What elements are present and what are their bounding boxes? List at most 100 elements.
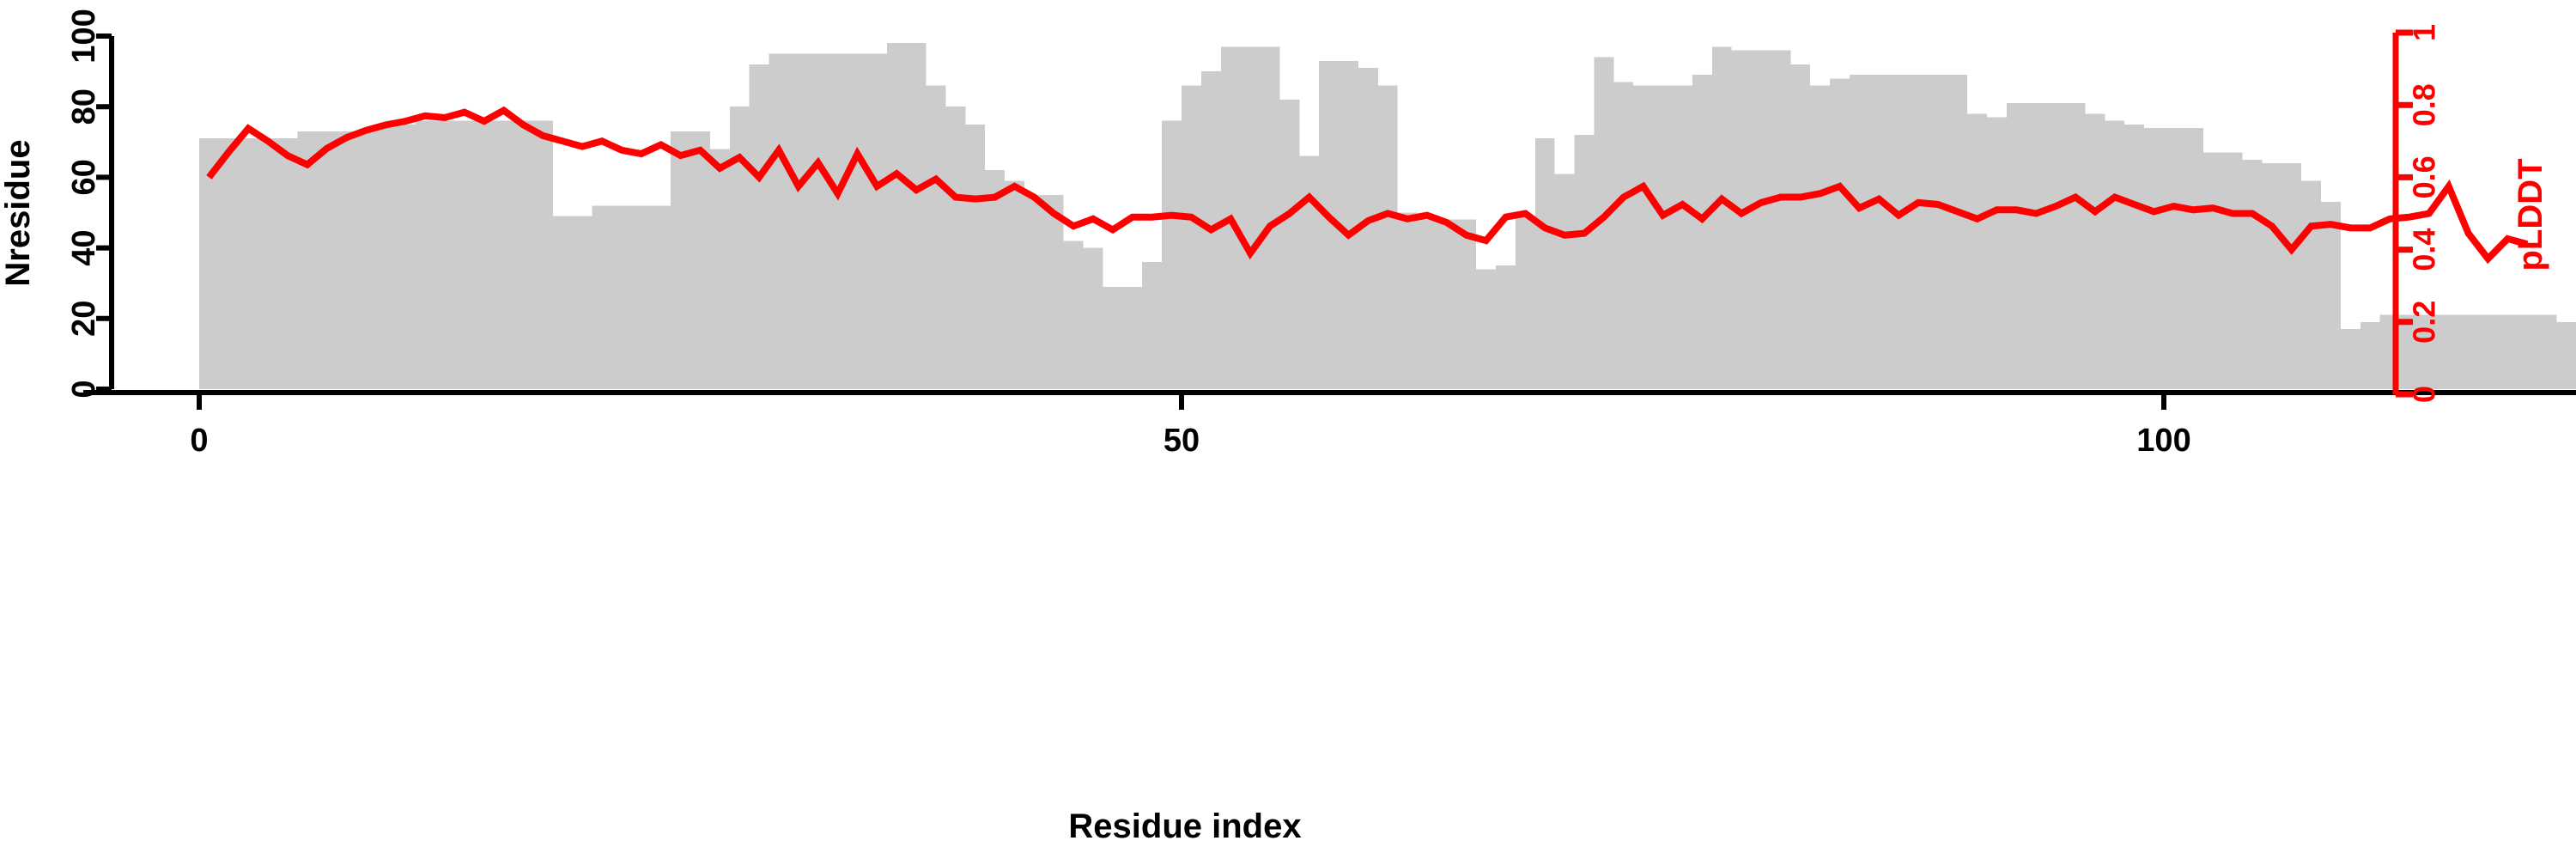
bar (1731, 50, 1752, 389)
bar (945, 107, 966, 389)
bar (611, 205, 632, 389)
bar (1771, 50, 1791, 389)
bar (1103, 286, 1123, 389)
bar (2340, 329, 2360, 389)
bar (2458, 314, 2479, 389)
bar (1063, 241, 1084, 389)
right-axis: 0 0.2 0.4 0.6 0.8 1 (2392, 24, 2442, 403)
bar (2321, 202, 2341, 389)
bar (1692, 75, 1712, 390)
right-axis-label: pLDDT (2512, 158, 2549, 271)
bar (631, 205, 652, 389)
right-axis-tick-label: 0.4 (2407, 228, 2442, 271)
bar (2439, 314, 2459, 389)
bar (1653, 85, 1673, 389)
bar (866, 53, 887, 390)
bar (474, 120, 495, 389)
bar (199, 138, 219, 389)
bar (828, 53, 848, 390)
bar (2026, 103, 2046, 389)
bar (434, 120, 455, 389)
x-axis-label: Residue index (1068, 807, 1301, 845)
bar (513, 120, 533, 389)
bar (1947, 75, 1968, 390)
bar (1024, 194, 1044, 389)
bar (926, 85, 946, 389)
bar (1613, 82, 1634, 390)
bar (1554, 174, 1575, 389)
bar (238, 138, 258, 389)
bar (1476, 269, 1497, 389)
bar (2183, 127, 2203, 390)
bar (1515, 216, 1535, 389)
y-axis-tick-label: 0 (66, 380, 102, 398)
y-axis-tick-label: 100 (66, 9, 102, 63)
bar (1534, 138, 1555, 389)
bottom-axis: 0 50 100 (83, 390, 2576, 459)
bar (729, 107, 750, 389)
bar (1908, 75, 1929, 390)
bar (317, 131, 337, 389)
bar (218, 138, 239, 389)
bar (2478, 314, 2498, 389)
bar (1967, 113, 1988, 390)
bar (2085, 113, 2105, 390)
bar (985, 170, 1005, 389)
bar (1790, 64, 1811, 389)
bar (1810, 85, 1831, 389)
bar (2301, 180, 2322, 389)
bar (1005, 180, 1024, 389)
x-axis-tick-label: 100 (2136, 423, 2190, 459)
bar (1456, 219, 1477, 389)
bar (494, 120, 514, 389)
bar (2360, 321, 2380, 389)
bar (552, 216, 573, 389)
bar (1928, 75, 1948, 390)
bar (651, 205, 671, 389)
right-axis-tick-label: 0.6 (2407, 155, 2442, 198)
bar (2202, 152, 2223, 389)
bar (1043, 194, 1064, 389)
bars-group (199, 43, 2576, 390)
bar (1868, 75, 1889, 390)
y-axis-tick-label: 60 (66, 159, 102, 195)
bar (965, 124, 986, 389)
bar (709, 149, 730, 389)
bar (454, 120, 475, 389)
bar (1319, 60, 1340, 390)
bar (2006, 103, 2026, 389)
bar (532, 120, 553, 389)
bar (572, 216, 592, 389)
bar (1574, 135, 1595, 389)
bar (356, 131, 376, 389)
bar (395, 124, 416, 389)
bar (1849, 75, 1869, 390)
bar (906, 43, 927, 389)
bar (2105, 120, 2125, 389)
bar (2419, 314, 2439, 389)
bar (1673, 85, 1692, 389)
bar (788, 53, 809, 390)
bar (1830, 78, 1850, 389)
bar (2124, 124, 2145, 389)
bar (592, 205, 612, 389)
bar (1240, 46, 1261, 389)
bar (337, 131, 357, 389)
bar (415, 120, 435, 389)
pLDDT-line (206, 106, 2529, 265)
y-axis-tick-label: 40 (66, 229, 102, 265)
bar (2556, 321, 2576, 389)
bar (1358, 67, 1378, 390)
bar (1888, 75, 1909, 390)
bar (1142, 262, 1163, 389)
bar (2065, 103, 2086, 389)
bar (375, 124, 396, 389)
bar (277, 138, 298, 389)
bar (1987, 117, 2007, 389)
bar (1496, 265, 1516, 389)
bar (769, 53, 789, 390)
bar (2537, 314, 2557, 389)
bar (1339, 60, 1358, 390)
